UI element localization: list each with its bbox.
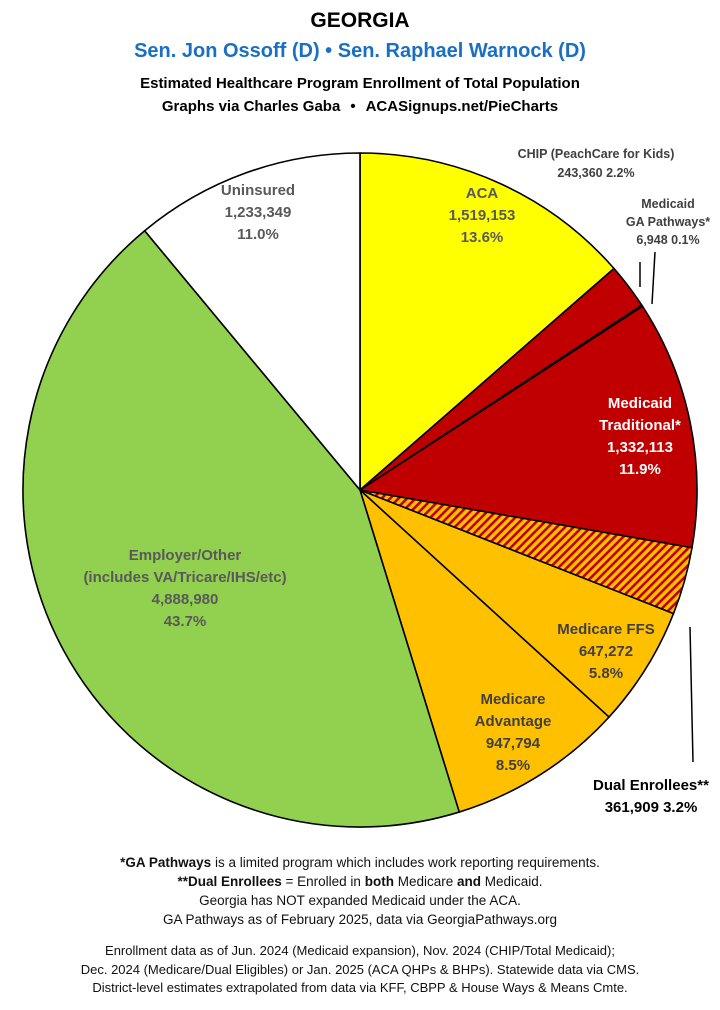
data-sources: Enrollment data as of Jun. 2024 (Medicai… — [0, 942, 720, 998]
label-ffs-line-2: 647,272 — [579, 643, 633, 660]
footnote-pathways: *GA Pathways is a limited program which … — [0, 853, 720, 872]
pie-chart: ACA 1,519,153 13.6% CHIP (PeachCare for Kid… — [22, 147, 710, 828]
label-employer-line-2: (includes VA/Tricare/IHS/etc) — [83, 569, 286, 586]
label-advantage: Medicare Advantage 947,794 8.5% — [475, 691, 552, 774]
label-chip: CHIP (PeachCare for Kids) 243,360 2.2% — [518, 147, 675, 180]
footnote-pathways-text: is a limited program which includes work… — [211, 855, 600, 870]
label-uninsured-line-3: 11.0% — [237, 226, 279, 243]
label-traditional: Medicaid Traditional* 1,332,113 11.9% — [599, 395, 681, 478]
footnote-dual-both: both — [364, 874, 394, 889]
chart-subtitle: Estimated Healthcare Program Enrollment … — [140, 75, 580, 92]
footnote-dual-term: **Dual Enrollees — [177, 874, 282, 889]
label-employer-line-1: Employer/Other — [129, 547, 242, 564]
footnote-dual-text-b: Medicare — [393, 874, 457, 889]
label-traditional-line-2: Traditional* — [599, 417, 681, 434]
slice-aca — [359, 152, 615, 491]
label-employer: Employer/Other (includes VA/Tricare/IHS/e… — [83, 547, 286, 630]
label-dual: Dual Enrollees** 361,909 3.2% — [593, 777, 709, 816]
footnote-expansion: Georgia has NOT expanded Medicaid under … — [199, 893, 521, 908]
slice-uninsured — [143, 152, 361, 491]
label-aca-line-2: 1,519,153 — [449, 207, 516, 224]
slice-employer-other-includes-va-tricare-ihs-etc — [22, 229, 461, 828]
label-traditional-line-4: 11.9% — [619, 461, 661, 478]
label-advantage-line-1: Medicare — [480, 691, 545, 708]
slice-medicaid-traditional — [359, 305, 698, 549]
credit-separator: • — [350, 98, 356, 115]
source-line-3: District-level estimates extrapolated fr… — [92, 980, 628, 995]
chart-title: GEORGIA — [310, 9, 410, 32]
footnote-dual-and: and — [456, 874, 481, 889]
senators-line: Sen. Jon Ossoff (D) • Sen. Raphael Warno… — [134, 40, 586, 62]
footnote-pathways-term: *GA Pathways — [120, 855, 212, 870]
label-aca-line-3: 13.6% — [461, 229, 504, 246]
source-line-1: Enrollment data as of Jun. 2024 (Medicai… — [105, 943, 615, 958]
footnote-dual-text-c: Medicaid. — [481, 874, 543, 889]
label-ffs-line-3: 5.8% — [589, 665, 623, 682]
label-aca-line-1: ACA — [466, 185, 499, 202]
footnote-dual: **Dual Enrollees = Enrolled in both Medi… — [0, 872, 720, 891]
label-advantage-line-4: 8.5% — [496, 757, 530, 774]
slice-medicare-advantage — [359, 489, 610, 813]
footnote-dual-text-a: = Enrolled in — [281, 874, 365, 889]
label-uninsured: Uninsured 1,233,349 11.0% — [221, 182, 295, 243]
label-traditional-line-1: Medicaid — [608, 395, 672, 412]
label-ffs-line-1: Medicare FFS — [557, 621, 655, 638]
label-advantage-line-2: Advantage — [475, 713, 552, 730]
footnote-pathways-source: GA Pathways as of February 2025, data vi… — [163, 912, 557, 927]
label-dual-line-1: Dual Enrollees** — [593, 777, 709, 794]
label-pathways-line-1: Medicaid — [641, 197, 695, 211]
footnotes: *GA Pathways is a limited program which … — [0, 853, 720, 929]
leader-lines — [639, 251, 694, 763]
label-traditional-line-3: 1,332,113 — [607, 439, 673, 456]
leader-dual — [689, 626, 694, 763]
label-pathways-line-3: 6,948 0.1% — [636, 233, 699, 247]
credit-url: ACASignups.net/PieCharts — [365, 98, 559, 115]
label-employer-line-3: 4,888,980 — [152, 591, 219, 608]
label-chip-line-2: 243,360 2.2% — [557, 166, 634, 180]
slice-labels: ACA 1,519,153 13.6% CHIP (PeachCare for Kid… — [83, 147, 710, 816]
pie-slices — [22, 152, 698, 828]
credit-author: Graphs via Charles Gaba — [161, 98, 341, 115]
leader-pathways — [651, 251, 656, 305]
label-uninsured-line-2: 1,233,349 — [225, 204, 292, 221]
credit-line: Graphs via Charles Gaba • ACASignups.net/P… — [0, 98, 720, 115]
label-pathways: Medicaid GA Pathways* 6,948 0.1% — [626, 197, 710, 247]
source-line-2: Dec. 2024 (Medicare/Dual Eligibles) or J… — [80, 961, 640, 977]
slice-medicare-ffs — [359, 489, 675, 718]
label-aca: ACA 1,519,153 13.6% — [449, 185, 516, 246]
label-advantage-line-3: 947,794 — [486, 735, 541, 752]
label-chip-line-1: CHIP (PeachCare for Kids) — [518, 147, 675, 161]
label-dual-line-2: 361,909 3.2% — [605, 799, 698, 816]
label-ffs: Medicare FFS 647,272 5.8% — [557, 621, 655, 682]
label-pathways-line-2: GA Pathways* — [626, 215, 710, 229]
label-employer-line-4: 43.7% — [164, 613, 207, 630]
label-uninsured-line-1: Uninsured — [221, 182, 295, 199]
